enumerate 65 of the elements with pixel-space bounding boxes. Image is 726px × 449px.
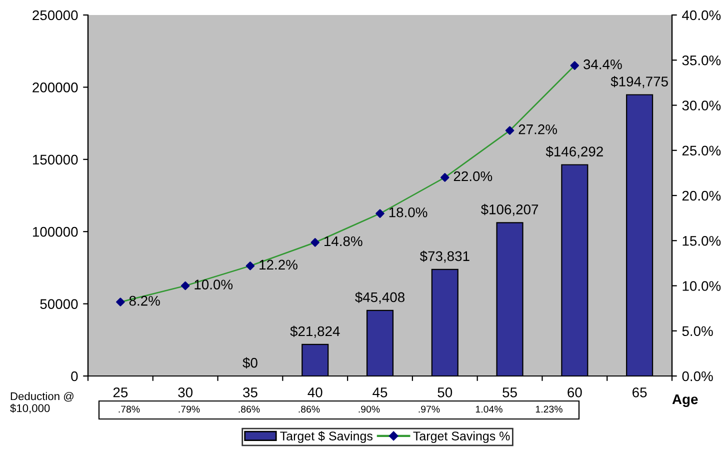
x-tick-label: 40 — [308, 387, 322, 398]
data-label: 34.4% — [584, 59, 622, 70]
bar — [561, 164, 588, 376]
y2-tick-label: 35.0% — [682, 55, 721, 66]
legend-label: Target $ Savings — [280, 431, 372, 443]
text: 1.04% — [476, 406, 502, 413]
x-tick-label: 60 — [568, 387, 582, 398]
point — [376, 209, 384, 218]
text: Deduction @ $10,000 — [10, 392, 74, 414]
y2-tick-label: 0.0% — [682, 371, 713, 382]
x-tick-label: 55 — [502, 388, 517, 398]
text: 1.23% — [536, 406, 562, 413]
y-tick-label: 0 — [71, 371, 78, 382]
y2-tick-label: 25.0% — [682, 146, 721, 156]
data-label: $73,831 — [420, 250, 470, 263]
text: .79% — [178, 406, 200, 413]
point — [310, 238, 320, 247]
x-tick-label: 25 — [113, 387, 128, 398]
data-label: $45,408 — [355, 292, 404, 304]
text: .78% — [118, 406, 140, 413]
y2-tick-label: 40.0% — [682, 10, 721, 20]
y-tick-label: 50000 — [40, 299, 78, 309]
text: .97% — [418, 406, 440, 413]
bar — [366, 310, 394, 376]
data-label: $194,775 — [610, 76, 668, 88]
x-tick-label: 45 — [372, 388, 388, 398]
x-tick-label: 50 — [438, 387, 452, 398]
data-label: $0 — [242, 357, 258, 369]
y-tick-label: 200000 — [32, 82, 78, 92]
data-label: 14.8% — [324, 236, 362, 246]
data-label: 12.2% — [260, 260, 298, 270]
x-axis-title: Age — [672, 394, 698, 407]
legend-label: Target Savings % — [413, 431, 510, 443]
bar — [431, 268, 458, 376]
text: .86% — [238, 406, 260, 413]
x-tick-label: 65 — [632, 387, 647, 398]
data-label: 10.0% — [194, 280, 233, 290]
y-tick-label: 150000 — [32, 154, 78, 165]
data-label: 27.2% — [518, 124, 557, 134]
data-label: $21,824 — [290, 326, 340, 338]
y2-tick-label: 20.0% — [682, 190, 721, 201]
y2-tick-label: 5.0% — [682, 326, 713, 336]
y2-tick-label: 10.0% — [682, 281, 721, 291]
data-label: 8.2% — [129, 296, 160, 306]
y-tick-label: 250000 — [32, 10, 78, 20]
x-tick-label: 35 — [243, 387, 258, 398]
point — [180, 281, 190, 290]
point — [440, 173, 450, 182]
y-tick-label: 100000 — [32, 226, 78, 237]
point — [116, 298, 125, 306]
bar — [496, 222, 524, 376]
y2-tick-label: 30.0% — [682, 100, 721, 110]
text: .86% — [298, 406, 320, 413]
point — [505, 126, 514, 135]
data-label: $146,292 — [546, 146, 603, 158]
point — [570, 61, 580, 70]
bar — [626, 94, 654, 376]
bar — [302, 344, 329, 376]
data-label: $106,207 — [480, 204, 538, 216]
data-label: 18.0% — [389, 207, 428, 218]
point — [246, 262, 255, 270]
x-tick-label: 30 — [178, 387, 193, 398]
data-label: 22.0% — [454, 171, 492, 182]
text: .90% — [358, 406, 380, 413]
y2-tick-label: 15.0% — [682, 236, 721, 246]
